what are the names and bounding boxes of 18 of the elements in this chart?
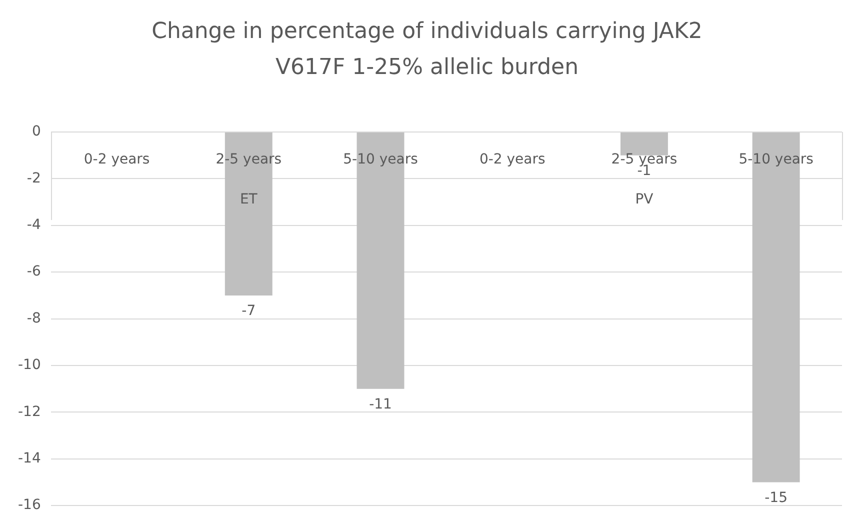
y-tick-label: -16 [18,497,41,514]
y-tick-label: -8 [26,310,41,326]
y-tick-label: -12 [18,404,41,420]
annotation: PV [635,192,654,208]
y-tick-label: -4 [26,217,41,234]
y-tick-label: -6 [26,264,41,280]
x-tick-label: 2-5 years [611,152,678,168]
x-tick-label: 0-2 years [84,152,150,168]
y-tick-label: -2 [26,170,41,186]
y-tick-label: 0 [32,124,41,140]
chart-title: Change in percentage of individuals carrying JAK2 V617F 1-25% allelic burden [150,18,704,82]
data-label: -11 [369,396,392,412]
y-tick-label: -14 [18,450,41,467]
data-label: -7 [242,303,256,320]
x-tick-label: 0-2 years [479,152,546,168]
data-label: -15 [764,490,788,506]
annotation: ET [240,192,258,208]
y-tick-label: -10 [18,357,41,374]
